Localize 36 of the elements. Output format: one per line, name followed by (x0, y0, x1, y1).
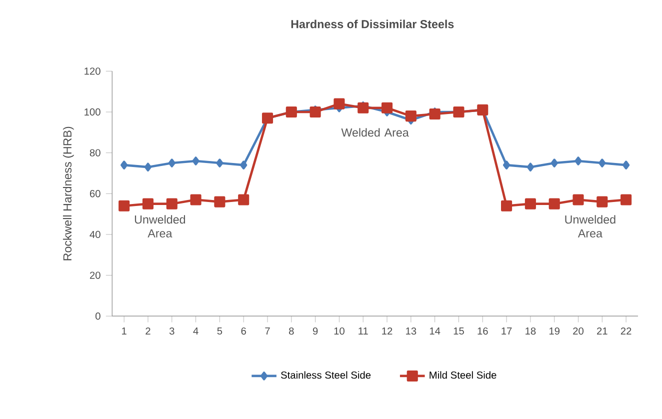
x-tick-label: 6 (241, 327, 246, 335)
x-tick-label: 22 (620, 327, 632, 334)
x-tick-label: 18 (526, 327, 536, 335)
x-tick-label: 2 (146, 327, 150, 334)
annotation: Welded Area (341, 128, 409, 137)
annotation: Unwelded Area (134, 215, 186, 238)
y-tick-label: 0 (96, 312, 100, 320)
x-tick-label: 15 (454, 327, 464, 334)
x-tick-label: 11 (358, 327, 368, 334)
y-axis-title: Rockwell Hardness (HRB) (62, 126, 74, 260)
chart-title: Hardness of Dissimilar Steels (291, 20, 454, 28)
x-tick-label: 20 (573, 327, 584, 335)
x-tick-label: 10 (334, 327, 344, 335)
x-tick-label: 5 (217, 327, 222, 334)
x-tick-label: 21 (596, 327, 608, 334)
y-tick-label: 20 (90, 272, 100, 279)
x-tick-label: 19 (549, 327, 560, 335)
y-tick-label: 120 (84, 68, 100, 75)
legend-label: Mild Steel Side (430, 371, 496, 379)
x-tick-label: 12 (382, 327, 392, 334)
y-tick-label: 60 (90, 190, 100, 198)
y-tick-label: 100 (84, 108, 100, 116)
annotation: Unwelded Area (565, 215, 616, 238)
y-tick-label: 80 (90, 149, 100, 156)
x-tick-label: 16 (478, 327, 488, 335)
x-tick-label: 8 (289, 327, 294, 335)
x-tick-label: 13 (406, 327, 416, 335)
y-tick-label: 40 (90, 230, 100, 238)
x-tick-label: 14 (430, 327, 440, 334)
x-tick-label: 9 (312, 327, 318, 335)
x-tick-label: 3 (169, 327, 174, 335)
x-tick-label: 4 (193, 327, 198, 334)
x-tick-label: 7 (265, 327, 270, 334)
x-tick-label: 17 (502, 327, 512, 334)
legend-label: Stainless Steel Side (280, 371, 371, 379)
x-tick-label: 1 (122, 327, 126, 334)
